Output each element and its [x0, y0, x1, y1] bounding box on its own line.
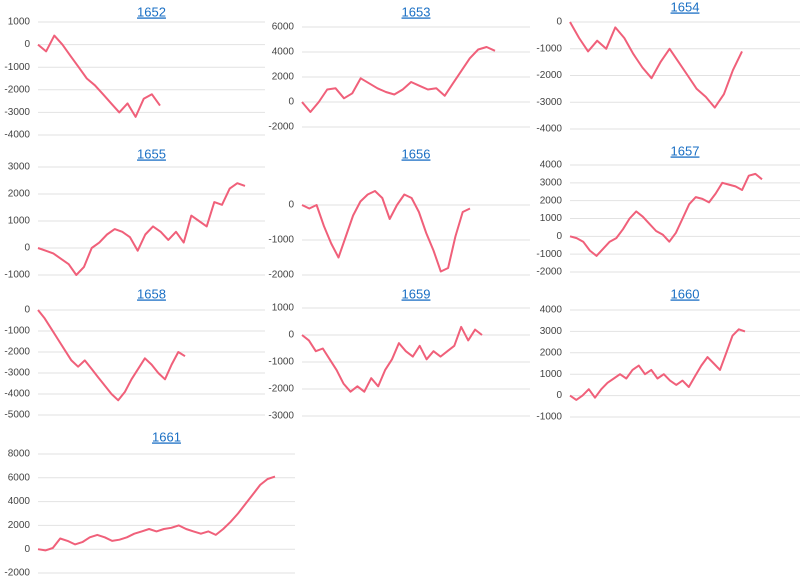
y-tick-label: -2000	[536, 267, 562, 278]
y-tick-label: -2000	[268, 122, 294, 133]
series-line	[37, 182, 246, 276]
series-line	[301, 190, 471, 273]
series-line	[301, 325, 483, 393]
y-tick-label: 0	[24, 243, 30, 254]
y-tick-label: 6000	[8, 472, 31, 483]
chart-title[interactable]: 1655	[137, 146, 166, 161]
chart: 1654 -4000 -3000 -2000 -1000 0	[536, 0, 800, 135]
series-line	[37, 475, 276, 552]
chart: 1653 -2000 0 2000 4000 6000	[268, 4, 530, 133]
y-tick-label: -4000	[4, 389, 30, 400]
y-tick-label: -5000	[4, 410, 30, 421]
chart: 1657 -2000 -1000 0 1000 2000 3000 4000	[536, 143, 800, 278]
y-tick-label: 0	[24, 305, 30, 316]
chart-title[interactable]: 1661	[152, 429, 181, 444]
y-tick-label: 2000	[8, 520, 31, 531]
y-tick-label: 1000	[8, 17, 31, 28]
y-tick-label: -1000	[4, 326, 30, 337]
y-tick-label: 0	[24, 544, 30, 555]
y-tick-label: -1000	[536, 249, 562, 260]
y-tick-label: 2000	[272, 72, 295, 83]
y-tick-label: 1000	[540, 369, 563, 380]
y-tick-label: 8000	[8, 449, 31, 460]
y-tick-label: -3000	[4, 368, 30, 379]
y-tick-label: -4000	[4, 130, 30, 141]
y-tick-label: 2000	[8, 189, 31, 200]
y-tick-label: -2000	[4, 84, 30, 95]
y-tick-label: -2000	[268, 270, 294, 281]
series-line	[569, 172, 763, 257]
y-tick-label: 4000	[540, 160, 563, 171]
y-tick-label: -1000	[4, 270, 30, 281]
y-tick-label: -1000	[536, 412, 562, 423]
y-tick-label: -4000	[536, 124, 562, 135]
y-tick-label: -2000	[536, 70, 562, 81]
y-tick-label: 3000	[540, 177, 563, 188]
y-tick-label: 1000	[8, 216, 31, 227]
chart-title[interactable]: 1656	[402, 146, 431, 161]
series-line	[301, 46, 496, 113]
y-tick-label: 0	[24, 39, 30, 50]
y-tick-label: -1000	[4, 62, 30, 73]
chart: 1659 -3000 -2000 -1000 0 1000	[268, 286, 530, 422]
chart: 1660 -1000 0 1000 2000 3000 4000	[536, 286, 800, 423]
y-tick-label: 3000	[540, 326, 563, 337]
y-tick-label: 0	[556, 231, 562, 242]
chart-title[interactable]: 1652	[137, 4, 166, 19]
y-tick-label: 0	[288, 200, 294, 211]
y-tick-label: -3000	[268, 411, 294, 422]
series-line	[37, 309, 186, 402]
y-tick-label: 4000	[8, 496, 31, 507]
y-tick-label: -1000	[536, 43, 562, 54]
chart: 1655 -1000 0 1000 2000 3000	[4, 146, 265, 281]
series-line	[37, 34, 161, 118]
y-tick-label: 1000	[540, 213, 563, 224]
y-tick-label: 0	[288, 97, 294, 108]
chart-title[interactable]: 1658	[137, 286, 166, 301]
y-tick-label: 6000	[272, 22, 295, 33]
y-tick-label: 2000	[540, 195, 563, 206]
chart-title[interactable]: 1653	[402, 4, 431, 19]
y-tick-label: -1000	[268, 357, 294, 368]
y-tick-label: 0	[556, 17, 562, 28]
y-tick-label: 0	[288, 330, 294, 341]
y-tick-label: -1000	[268, 235, 294, 246]
y-tick-label: 4000	[540, 305, 563, 316]
chart: 1658 -5000 -4000 -3000 -2000 -1000 0	[4, 286, 265, 421]
y-tick-label: -2000	[4, 347, 30, 358]
y-tick-label: 0	[556, 390, 562, 401]
chart: 1652 -4000 -3000 -2000 -1000 0 1000	[4, 4, 265, 141]
y-tick-label: -2000	[268, 384, 294, 395]
y-tick-label: 4000	[272, 47, 295, 58]
y-tick-label: 2000	[540, 347, 563, 358]
y-tick-label: 3000	[8, 162, 31, 173]
series-line	[569, 328, 746, 401]
y-tick-label: -3000	[4, 107, 30, 118]
y-tick-label: -3000	[536, 97, 562, 108]
chart-title[interactable]: 1657	[671, 143, 700, 158]
y-tick-label: 1000	[272, 303, 295, 314]
chart-title[interactable]: 1660	[671, 286, 700, 301]
y-tick-label: -2000	[4, 568, 30, 579]
chart: 1656 -2000 -1000 0	[268, 146, 530, 281]
chart: 1661 -2000 0 2000 4000 6000 8000	[4, 429, 295, 579]
series-line	[569, 21, 743, 109]
chart-title[interactable]: 1659	[402, 286, 431, 301]
chart-title[interactable]: 1654	[671, 0, 700, 14]
